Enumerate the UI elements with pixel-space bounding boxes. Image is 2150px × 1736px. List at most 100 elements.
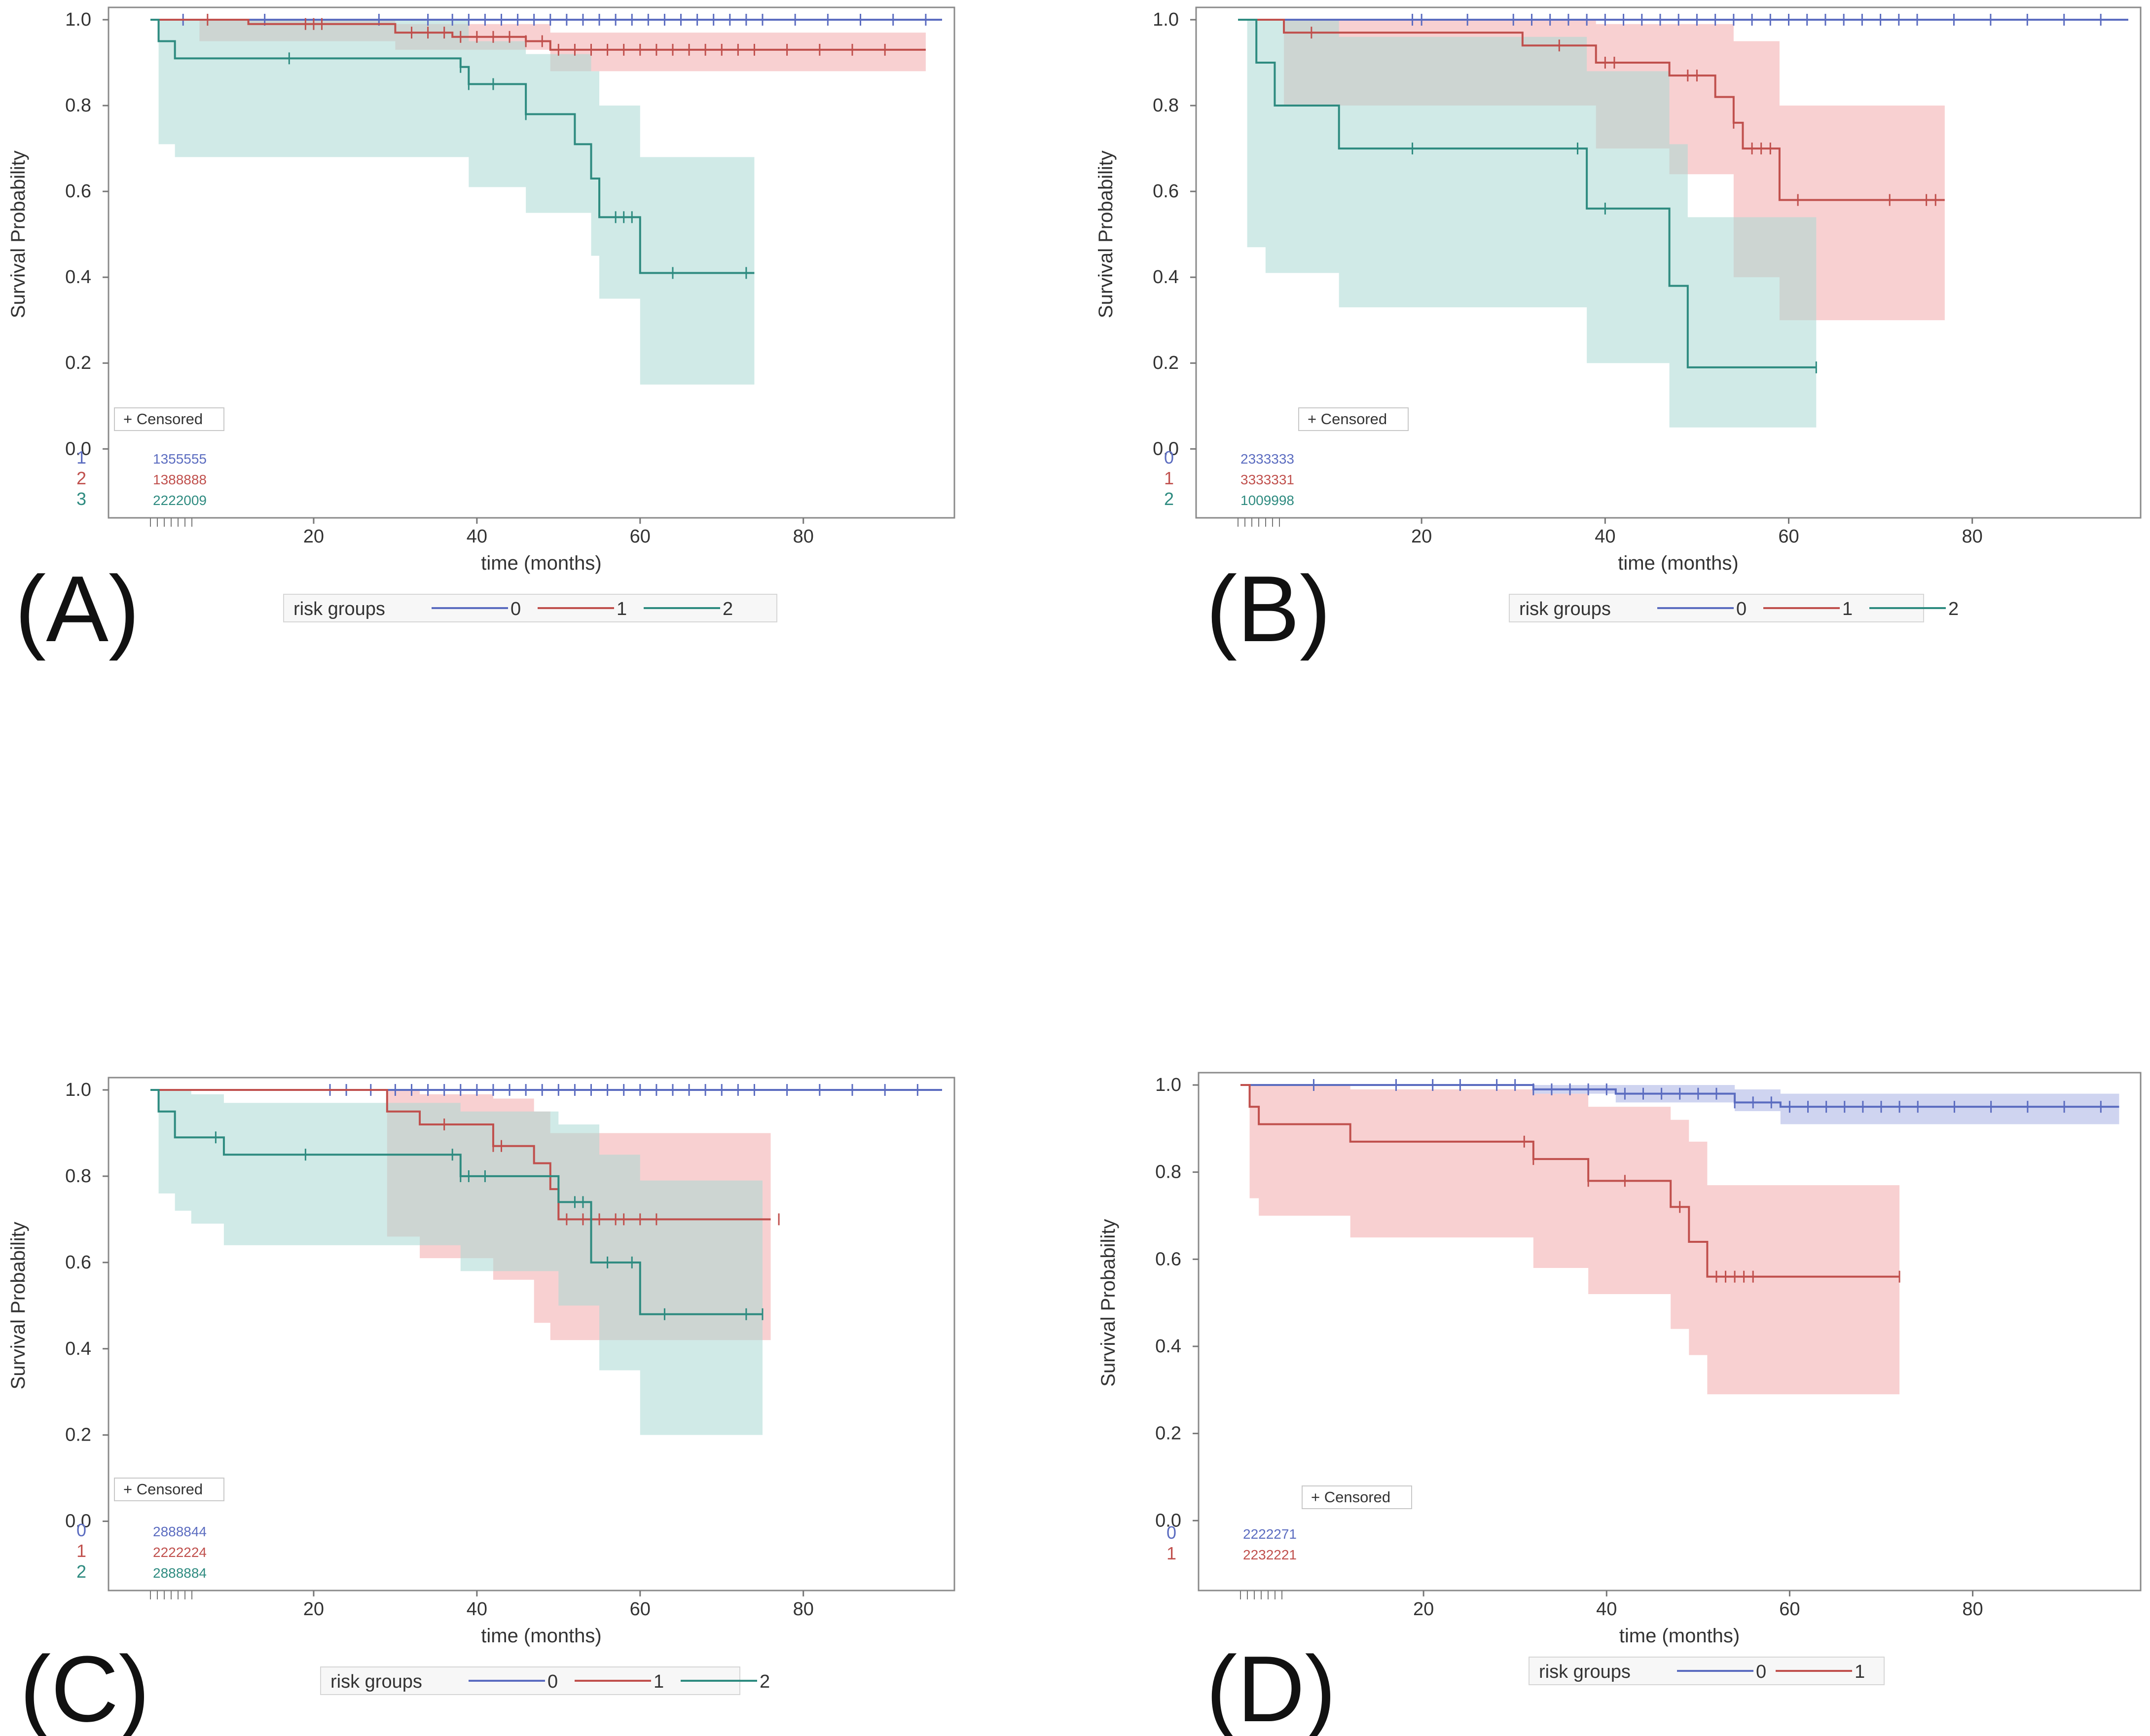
risk-row-counts: 1009998 <box>1240 493 1294 508</box>
y-tick-label: 0.2 <box>65 1425 91 1446</box>
x-tick-label: 60 <box>630 1599 651 1620</box>
panel-label: (B) <box>1206 557 1331 661</box>
risk-row-counts: 2222224 <box>153 1545 207 1560</box>
y-tick-label: 0.6 <box>65 181 91 202</box>
x-tick-label: 20 <box>303 1599 324 1620</box>
y-tick-label: 0.6 <box>1153 181 1179 202</box>
legend-entry-0: 0 <box>547 1671 558 1692</box>
x-tick-label: 80 <box>793 526 814 547</box>
y-tick-label: 0.2 <box>1153 353 1179 373</box>
y-tick-label: 1.0 <box>65 1080 91 1100</box>
x-tick-label: 80 <box>793 1599 814 1620</box>
censored-legend-label: + Censored <box>123 1481 203 1498</box>
x-axis-label: time (months) <box>1619 1625 1740 1647</box>
y-axis-label: Survival Probability <box>7 150 29 318</box>
y-tick-label: 0.0 <box>1155 1510 1181 1531</box>
y-tick-label: 0.4 <box>65 1338 91 1359</box>
confidence-band-1 <box>1240 1085 1900 1395</box>
y-tick-label: 0.8 <box>65 95 91 116</box>
risk-groups-legend: risk groups 0 1 2 <box>320 1666 770 1695</box>
legend-title: risk groups <box>293 599 385 619</box>
panel-label: (D) <box>1206 1637 1336 1736</box>
censored-legend-label: + Censored <box>1311 1488 1390 1506</box>
censored-legend-label: + Censored <box>123 410 203 428</box>
y-tick-label: 0.4 <box>1153 267 1179 288</box>
y-tick-label: 1.0 <box>1155 1075 1181 1095</box>
x-axis-label: time (months) <box>481 552 602 574</box>
y-axis-label: Survival Probability <box>7 1222 29 1389</box>
y-tick-label: 0.0 <box>1153 438 1179 459</box>
confidence-band-2 <box>150 20 755 385</box>
x-tick-label: 20 <box>1411 526 1432 547</box>
censored-legend <box>114 407 224 431</box>
x-axis-label: time (months) <box>481 1625 602 1647</box>
panel-label: (C) <box>20 1637 150 1736</box>
y-tick-label: 0.0 <box>65 1511 91 1532</box>
survival-curve-1 <box>150 1089 771 1221</box>
risk-row-counts: 1388888 <box>153 472 207 487</box>
risk-row-label: 1 <box>1164 468 1174 488</box>
legend-entry-1: 1 <box>1855 1662 1865 1682</box>
legend-title: risk groups <box>1519 599 1611 619</box>
y-tick-label: 0.4 <box>65 267 91 288</box>
legend-entry-1: 1 <box>1842 599 1853 619</box>
risk-row-label: 1 <box>1166 1543 1176 1563</box>
risk-row-counts: 3333331 <box>1240 472 1294 487</box>
y-tick-label: 1.0 <box>1153 9 1179 30</box>
risk-groups-legend: risk groups 0 1 <box>1529 1657 1885 1685</box>
risk-row-label: 0 <box>1164 447 1174 468</box>
legend-entry-0: 0 <box>1736 599 1747 619</box>
survival-curve-2 <box>150 19 755 274</box>
risk-row-counts: 2222271 <box>1243 1526 1297 1542</box>
confidence-band-2 <box>1238 20 1817 428</box>
censored-legend-label: + Censored <box>1308 410 1387 428</box>
risk-row-label: 3 <box>76 489 86 509</box>
panel-c: 0.0 0.2 0.4 0.6 0.8 1.0 20 40 60 80 time (months) S… <box>0 1065 1036 1736</box>
x-tick-label: 40 <box>467 526 487 547</box>
km-chart-d: 0.0 0.2 0.4 0.6 0.8 1.0 20 40 60 80 time (months) S… <box>1097 1072 2142 1736</box>
risk-row-counts: 2888844 <box>153 1524 207 1539</box>
risk-row-counts: 2222009 <box>153 493 207 508</box>
x-tick-label: 40 <box>467 1599 487 1620</box>
legend-entry-1: 1 <box>654 1671 664 1692</box>
legend-title: risk groups <box>330 1671 422 1692</box>
risk-row-label: 1 <box>76 447 86 468</box>
y-tick-label: 0.6 <box>65 1252 91 1273</box>
x-tick-label: 60 <box>1778 526 1799 547</box>
y-tick-label: 0.0 <box>65 438 91 459</box>
legend-entry-2: 2 <box>1948 599 1959 619</box>
panel-d: 0.0 0.2 0.4 0.6 0.8 1.0 20 40 60 80 time (months) S… <box>1097 1065 2150 1736</box>
risk-row-counts: 1355555 <box>153 451 207 467</box>
confidence-band-2 <box>150 1090 763 1435</box>
x-tick-label: 40 <box>1595 526 1615 547</box>
x-tick-label: 60 <box>1779 1599 1800 1620</box>
legend-entry-1: 1 <box>617 599 627 619</box>
risk-row-label: 0 <box>1166 1522 1176 1543</box>
risk-row-label: 2 <box>76 1561 86 1582</box>
survival-curve-2 <box>150 1089 763 1315</box>
panel-a: 0.0 0.2 0.4 0.6 0.8 1.0 20 40 60 80 time (months) S… <box>0 0 1036 671</box>
y-tick-label: 0.4 <box>1155 1336 1181 1357</box>
risk-row-label: 1 <box>76 1541 86 1561</box>
risk-groups-legend: risk groups 0 1 2 <box>1509 594 1959 622</box>
x-tick-label: 80 <box>1962 526 1983 547</box>
y-tick-label: 1.0 <box>65 9 91 30</box>
survival-curve-2 <box>1238 19 1817 368</box>
censored-legend <box>1302 1485 1412 1509</box>
x-tick-label: 40 <box>1596 1599 1617 1620</box>
x-tick-label: 20 <box>303 526 324 547</box>
y-tick-label: 0.8 <box>1155 1162 1181 1183</box>
y-axis-label: Survival Probability <box>1095 150 1117 318</box>
x-tick-label: 60 <box>630 526 651 547</box>
x-tick-label: 80 <box>1962 1599 1983 1620</box>
risk-row-counts: 2888884 <box>153 1565 207 1581</box>
risk-row-label: 0 <box>76 1520 86 1540</box>
survival-curve-1 <box>1240 1084 1900 1278</box>
legend-entry-0: 0 <box>510 599 521 619</box>
x-tick-label: 20 <box>1413 1599 1434 1620</box>
